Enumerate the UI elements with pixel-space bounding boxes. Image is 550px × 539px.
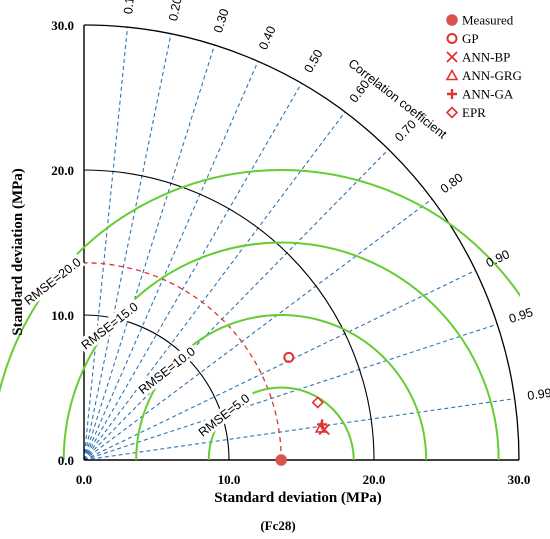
reference-std-arc bbox=[83, 262, 282, 461]
marker-ann-grg bbox=[445, 68, 459, 81]
correlation-line bbox=[83, 33, 172, 461]
marker-ann-ga bbox=[447, 89, 457, 99]
y-tick-label: 0.0 bbox=[58, 453, 74, 468]
correlation-tick-label: 0.40 bbox=[256, 24, 279, 52]
y-axis-label: Standard deviation (MPa) bbox=[10, 168, 26, 336]
figure-caption: (Fc28) bbox=[260, 518, 295, 533]
rmse-contour bbox=[135, 314, 428, 460]
y-tick-label: 20.0 bbox=[51, 163, 74, 178]
marker-measured bbox=[275, 454, 287, 466]
correlation-line bbox=[83, 61, 259, 461]
data-markers bbox=[275, 351, 330, 466]
correlation-line bbox=[83, 198, 433, 461]
correlation-line bbox=[83, 83, 302, 461]
correlation-line bbox=[83, 27, 129, 461]
x-tick-label: 0.0 bbox=[76, 472, 92, 487]
rmse-label-background bbox=[76, 297, 143, 354]
x-tick-label: 10.0 bbox=[218, 472, 241, 487]
correlation-line bbox=[83, 323, 498, 461]
x-axis-label: Standard deviation (MPa) bbox=[214, 490, 382, 506]
marker-ann-ga bbox=[317, 419, 328, 430]
correlation-line bbox=[83, 44, 216, 461]
correlation-tick-label: 0.10 bbox=[121, 0, 137, 15]
x-tick-label: 30.0 bbox=[508, 472, 531, 487]
marker-gp bbox=[283, 351, 295, 363]
legend-label: ANN-GRG bbox=[462, 68, 522, 83]
correlation-tick-label: 0.20 bbox=[166, 0, 185, 22]
rmse-contours bbox=[0, 169, 520, 460]
marker-epr bbox=[311, 396, 324, 409]
x-tick-label: 20.0 bbox=[363, 472, 386, 487]
legend-label: ANN-GA bbox=[462, 87, 514, 102]
marker-ann-grg bbox=[314, 421, 328, 433]
rmse-contour-label: RMSE=10.0 bbox=[136, 344, 198, 397]
marker-measured bbox=[446, 14, 458, 26]
rmse-label-background bbox=[190, 386, 257, 444]
rmse-label-background bbox=[133, 342, 200, 399]
correlation-tick-label: 0.80 bbox=[438, 170, 466, 196]
rmse-contour-label: RMSE=15.0 bbox=[79, 300, 141, 353]
correlation-line bbox=[83, 111, 346, 461]
grid-layer bbox=[83, 24, 520, 461]
std-dev-arc bbox=[83, 169, 375, 461]
correlation-tick-label: 0.30 bbox=[211, 7, 232, 34]
y-tick-label: 10.0 bbox=[51, 308, 74, 323]
rmse-contour bbox=[62, 241, 500, 460]
marker-gp bbox=[446, 33, 458, 44]
rmse-contour-label: RMSE=5.0 bbox=[196, 391, 253, 439]
legend-label: GP bbox=[462, 31, 479, 46]
legend: Measured GP ANN-BP ANN-GRG ANN-GA EPR bbox=[445, 13, 522, 120]
std-dev-arc bbox=[83, 24, 520, 461]
correlation-line bbox=[83, 148, 389, 461]
correlation-tick-label: 0.99 bbox=[526, 386, 550, 403]
correlation-line bbox=[83, 269, 476, 461]
legend-label: ANN-BP bbox=[462, 50, 510, 65]
marker-epr bbox=[445, 106, 459, 119]
legend-label: Measured bbox=[462, 13, 514, 28]
correlation-tick-label: 0.50 bbox=[301, 47, 325, 75]
marker-ann-bp bbox=[446, 51, 458, 63]
correlation-tick-label: 0.95 bbox=[507, 305, 535, 326]
legend-label: EPR bbox=[462, 105, 486, 120]
rmse-label-background bbox=[19, 252, 86, 310]
rmse-contour bbox=[0, 169, 520, 394]
correlation-line bbox=[83, 398, 515, 461]
rmse-contour-label: RMSE=20.0 bbox=[22, 255, 84, 308]
y-tick-label: 30.0 bbox=[51, 18, 74, 33]
